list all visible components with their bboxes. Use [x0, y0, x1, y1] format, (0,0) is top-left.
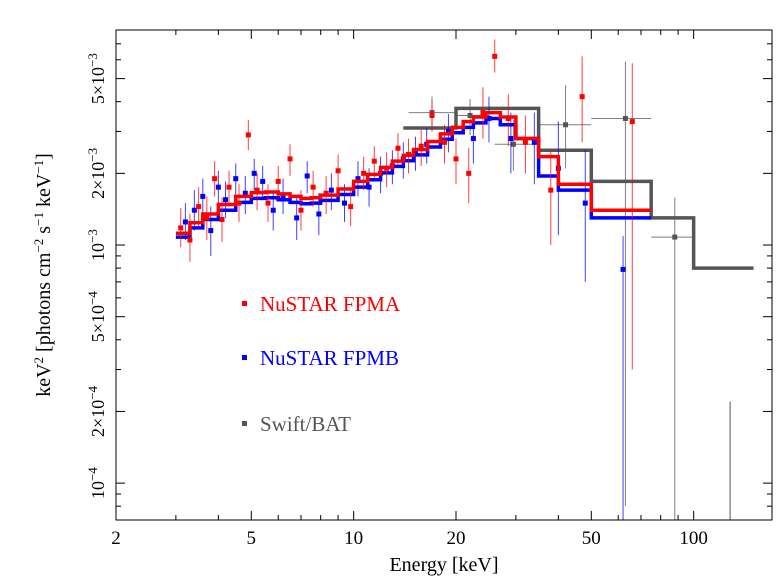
data-point — [236, 200, 242, 206]
data-point — [233, 176, 239, 182]
data-point — [280, 193, 286, 199]
y-tick-label: 2×10−3 — [85, 148, 109, 199]
y-tick-label: 5×10−4 — [85, 291, 109, 342]
legend-marker — [242, 301, 247, 306]
x-tick-label: 10 — [344, 528, 363, 549]
data-point — [251, 170, 257, 176]
data-point — [395, 145, 401, 151]
y-tick-label: 5×10−3 — [85, 53, 109, 104]
data-point — [310, 184, 316, 190]
data-point — [328, 187, 334, 193]
data-point — [270, 207, 276, 213]
data-point — [254, 187, 260, 193]
data-point — [453, 156, 459, 162]
data-point — [629, 119, 635, 125]
data-point — [187, 237, 193, 243]
data-point — [371, 158, 377, 164]
x-axis-label: Energy [keV] — [389, 554, 498, 576]
data-point — [348, 204, 354, 210]
data-point — [620, 266, 626, 272]
data-point — [316, 211, 322, 217]
legend-label: NuSTAR FPMA — [260, 292, 401, 316]
model-line — [175, 116, 652, 239]
data-point — [260, 178, 266, 184]
data-point — [622, 115, 628, 121]
data-point — [361, 170, 367, 176]
data-point — [510, 141, 516, 147]
data-point — [294, 215, 300, 221]
legend-label: NuSTAR FPMB — [260, 346, 399, 370]
data-point — [215, 184, 221, 190]
data-point — [418, 143, 424, 149]
model-line — [403, 106, 754, 270]
data-point — [563, 122, 569, 128]
y-tick-label: 10−3 — [85, 229, 109, 261]
data-point — [323, 190, 329, 196]
data-point — [298, 207, 304, 213]
data-point — [275, 178, 281, 184]
legend-marker — [242, 421, 247, 426]
series-nustar-fpma — [175, 39, 652, 370]
data-point — [304, 173, 310, 179]
data-point — [287, 156, 293, 162]
data-point — [412, 149, 418, 155]
x-tick-label: 2 — [111, 528, 121, 549]
x-tick-label: 20 — [446, 528, 465, 549]
y-tick-label: 2×10−4 — [85, 385, 109, 436]
data-point — [355, 176, 361, 182]
y-axis-label: keV2 [photons cm−2 s−1 keV−1] — [31, 153, 56, 397]
legend: NuSTAR FPMA NuSTAR FPMB Swift/BAT — [242, 292, 401, 436]
data-point — [672, 234, 678, 240]
data-point — [579, 94, 585, 100]
data-point — [242, 190, 248, 196]
data-point — [182, 219, 188, 225]
data-point — [265, 200, 271, 206]
data-point — [467, 112, 473, 118]
data-point — [245, 132, 251, 138]
data-point — [204, 215, 210, 221]
data-point — [480, 110, 486, 116]
model-line — [175, 110, 652, 236]
series-layer — [175, 39, 754, 520]
data-point — [219, 216, 225, 222]
y-tick-label: 10−4 — [85, 467, 109, 499]
data-point — [178, 225, 184, 231]
plot-frame — [115, 29, 773, 521]
data-point — [429, 112, 435, 118]
data-point — [191, 207, 197, 213]
x-tick-label: 100 — [679, 528, 708, 549]
tick-layer: 2 5 10 20 50 100 10−4 2×10−4 5×10−4 10−3 2×10−3 5×1… — [85, 29, 772, 549]
data-point — [548, 187, 554, 193]
data-point — [208, 228, 214, 234]
data-point — [582, 200, 588, 206]
data-point — [212, 176, 218, 182]
data-point — [445, 128, 451, 134]
data-point — [342, 200, 348, 206]
data-point — [226, 184, 232, 190]
data-point — [196, 204, 202, 210]
legend-label: Swift/BAT — [260, 412, 351, 436]
data-point — [522, 139, 528, 145]
data-point — [200, 193, 206, 199]
x-tick-label: 5 — [247, 528, 257, 549]
data-point — [531, 139, 537, 145]
data-point — [335, 168, 341, 174]
data-point — [223, 197, 229, 203]
data-point — [508, 136, 514, 142]
x-tick-label: 50 — [582, 528, 601, 549]
data-point — [492, 53, 498, 59]
data-point — [466, 170, 472, 176]
data-point — [470, 136, 476, 142]
legend-marker — [242, 355, 247, 360]
data-point — [441, 139, 447, 145]
